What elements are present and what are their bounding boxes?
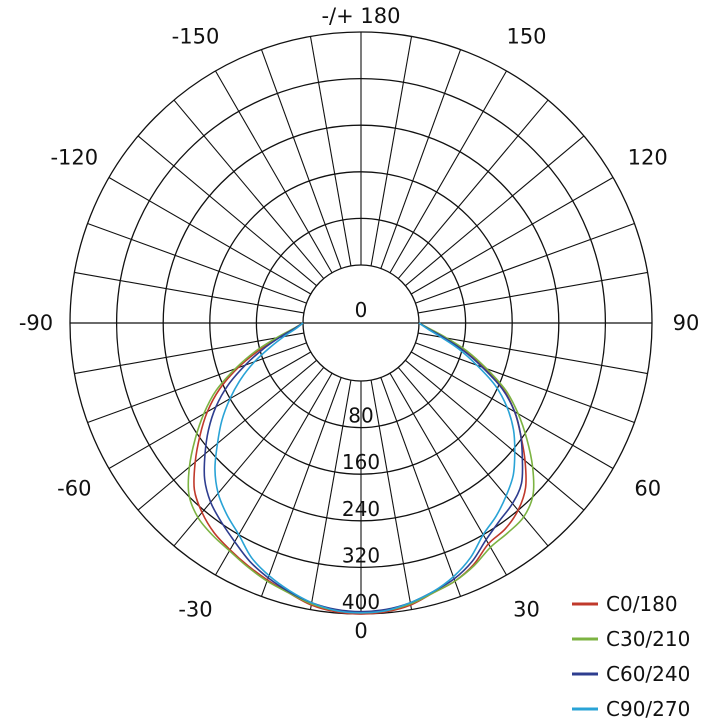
legend-label-c90-270: C90/270	[606, 697, 690, 721]
angle-labels: -/+ 180 -150 150 -120 120 -90 90 -60 60 -30 30 0	[19, 4, 700, 643]
grid-spoke	[410, 351, 614, 469]
grid-spoke	[260, 49, 342, 269]
legend-label-c60-240: C60/240	[606, 662, 690, 686]
grid-spoke	[410, 177, 614, 295]
radial-tick-labels: 0 80 160 240 320 400	[342, 298, 380, 614]
grid-spoke	[418, 271, 648, 314]
grid-spoke	[87, 342, 307, 424]
grid-spoke	[418, 332, 648, 375]
radial-tick-label-320: 320	[342, 543, 380, 567]
angle-label: -90	[19, 311, 53, 335]
grid-spoke	[397, 99, 549, 279]
radial-tick-label-400: 400	[342, 590, 380, 614]
angle-label: 30	[513, 598, 540, 622]
polar-grid	[69, 31, 653, 615]
grid-spoke	[389, 372, 507, 576]
angle-label: -150	[172, 24, 220, 48]
grid-spoke	[415, 222, 635, 304]
legend: C0/180 C30/210 C60/240 C90/270	[572, 592, 690, 721]
grid-spoke	[173, 367, 325, 547]
grid-spoke	[108, 177, 312, 295]
grid-spoke	[74, 332, 304, 375]
legend-label-c30-210: C30/210	[606, 627, 690, 651]
grid-spoke	[74, 271, 304, 314]
grid-spoke	[87, 222, 307, 304]
angle-label: -/+ 180	[321, 4, 400, 28]
radial-tick-label-160: 160	[342, 450, 380, 474]
series-line-c90-270	[214, 322, 516, 614]
grid-spoke	[215, 70, 333, 274]
grid-spoke	[137, 135, 317, 287]
angle-label: 120	[628, 146, 668, 170]
grid-spoke	[380, 49, 462, 269]
intensity-curves	[187, 322, 535, 615]
radial-tick-label-80: 80	[348, 404, 373, 428]
grid-spoke	[309, 380, 352, 610]
grid-spoke	[309, 36, 352, 266]
angle-label: 60	[634, 477, 661, 501]
grid-spoke	[405, 135, 585, 287]
series-line-c60-240	[203, 322, 524, 613]
angle-label: 0	[354, 619, 367, 643]
grid-spoke	[415, 342, 635, 424]
grid-spoke	[173, 99, 325, 279]
angle-label: -60	[57, 477, 91, 501]
grid-spoke	[405, 359, 585, 511]
grid-spoke	[370, 380, 413, 610]
angle-label: 90	[673, 311, 700, 335]
grid-spoke	[137, 359, 317, 511]
radial-tick-label-240: 240	[342, 497, 380, 521]
radial-tick-label-0: 0	[355, 298, 368, 322]
grid-spoke	[397, 367, 549, 547]
grid-spoke	[370, 36, 413, 266]
grid-spoke	[108, 351, 312, 469]
grid-spoke	[260, 377, 342, 597]
legend-label-c0-180: C0/180	[606, 592, 678, 616]
grid-spoke	[389, 70, 507, 274]
grid-spoke	[380, 377, 462, 597]
angle-label: -30	[178, 598, 212, 622]
angle-label: 150	[506, 24, 546, 48]
angle-label: -120	[50, 146, 98, 170]
